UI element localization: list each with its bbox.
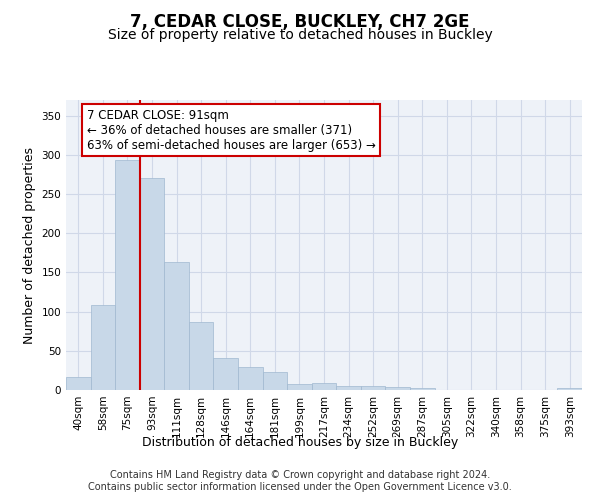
- Text: Contains HM Land Registry data © Crown copyright and database right 2024.: Contains HM Land Registry data © Crown c…: [110, 470, 490, 480]
- Bar: [336, 386, 361, 390]
- Bar: [140, 178, 164, 390]
- Bar: [263, 372, 287, 390]
- Text: Distribution of detached houses by size in Buckley: Distribution of detached houses by size …: [142, 436, 458, 449]
- Bar: [66, 378, 91, 390]
- Bar: [214, 358, 238, 390]
- Bar: [189, 322, 214, 390]
- Bar: [410, 388, 434, 390]
- Bar: [91, 306, 115, 390]
- Text: Contains public sector information licensed under the Open Government Licence v3: Contains public sector information licen…: [88, 482, 512, 492]
- Bar: [557, 388, 582, 390]
- Text: Size of property relative to detached houses in Buckley: Size of property relative to detached ho…: [107, 28, 493, 42]
- Bar: [115, 160, 140, 390]
- Text: 7 CEDAR CLOSE: 91sqm
← 36% of detached houses are smaller (371)
63% of semi-deta: 7 CEDAR CLOSE: 91sqm ← 36% of detached h…: [86, 108, 376, 152]
- Bar: [164, 262, 189, 390]
- Bar: [361, 386, 385, 390]
- Bar: [385, 387, 410, 390]
- Bar: [238, 368, 263, 390]
- Bar: [312, 383, 336, 390]
- Bar: [287, 384, 312, 390]
- Y-axis label: Number of detached properties: Number of detached properties: [23, 146, 36, 344]
- Text: 7, CEDAR CLOSE, BUCKLEY, CH7 2GE: 7, CEDAR CLOSE, BUCKLEY, CH7 2GE: [130, 12, 470, 30]
